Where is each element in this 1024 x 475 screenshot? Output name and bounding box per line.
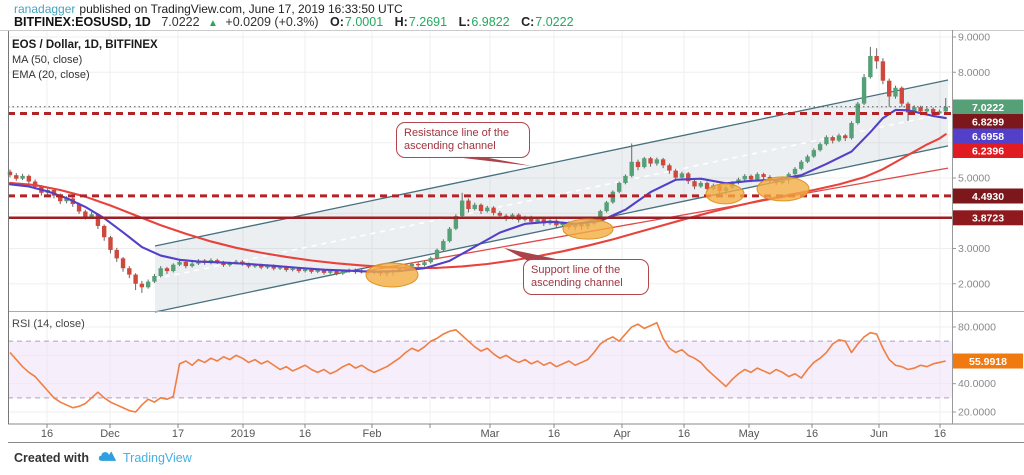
highlight-ellipse bbox=[365, 262, 419, 288]
close-value: 7.0222 bbox=[535, 15, 574, 29]
symbol-label[interactable]: BITFINEX:EOSUSD, 1D bbox=[14, 15, 151, 29]
rsi-line bbox=[9, 321, 946, 413]
annotation-tails bbox=[446, 156, 556, 261]
byline: ranadagger published on TradingView.com, … bbox=[14, 2, 403, 16]
price-tick-label: 9.0000 bbox=[958, 32, 990, 44]
legend-symbol[interactable]: EOS / Dollar, 1D, BITFINEX bbox=[12, 39, 158, 51]
time-axis: 16 Dec 17 2019 16 Feb Mar 16 Apr 16 May 16 Jun 16 bbox=[41, 424, 946, 440]
footer: Created with TradingView bbox=[14, 449, 192, 465]
high-value: 7.2691 bbox=[408, 15, 448, 29]
ema20-line bbox=[8, 108, 947, 273]
low-value: 6.9822 bbox=[471, 15, 510, 29]
rsi-tick-label: 20.0000 bbox=[958, 407, 996, 419]
price-badge-value: 6.2396 bbox=[972, 145, 1004, 157]
ticker-line: BITFINEX:EOSUSD, 1D 7.0222 ▲ +0.0209 (+0… bbox=[14, 15, 574, 29]
date-tick-label: 16 bbox=[41, 428, 53, 440]
open-label: O: bbox=[330, 15, 344, 29]
price-badge bbox=[953, 143, 1023, 158]
date-tick-label: Dec bbox=[100, 428, 120, 440]
price-tick-label: 5.0000 bbox=[958, 173, 990, 185]
price-tick-label: 2.0000 bbox=[958, 278, 990, 290]
publish-info: published on TradingView.com, June 17, 2… bbox=[79, 2, 403, 16]
price-tick-label: 3.0000 bbox=[958, 243, 990, 255]
date-tick-label: Apr bbox=[613, 428, 630, 440]
resistance-annotation[interactable]: Resistance line of the ascending channel bbox=[396, 122, 530, 158]
support-annotation[interactable]: Support line of the ascending channel bbox=[523, 259, 649, 295]
price-badge bbox=[953, 99, 1023, 115]
tradingview-brand-link[interactable]: TradingView bbox=[122, 451, 192, 465]
rsi-pane-legend[interactable]: RSI (14, close) bbox=[12, 318, 85, 330]
date-tick-label: 17 bbox=[172, 428, 184, 440]
price-badge-value: 7.0222 bbox=[972, 102, 1004, 114]
date-tick-label: Mar bbox=[481, 428, 500, 440]
price-change: +0.0209 (+0.3%) bbox=[225, 15, 319, 29]
low-label: L: bbox=[458, 15, 471, 29]
date-tick-label: May bbox=[739, 428, 760, 440]
date-tick-label: 16 bbox=[299, 428, 311, 440]
chart-area: 9.0000 8.0000 5.0000 3.0000 2.0000 7.0222 6.82… bbox=[0, 30, 1024, 443]
up-arrow-icon: ▲ bbox=[208, 18, 218, 29]
highlight-ellipse bbox=[756, 176, 810, 202]
rsi-tick-label: 40.0000 bbox=[958, 378, 996, 390]
created-with-label: Created with bbox=[14, 451, 90, 465]
price-badge-value: 6.6958 bbox=[972, 131, 1004, 143]
price-badge bbox=[953, 188, 1023, 204]
price-badge bbox=[953, 114, 1023, 129]
rsi-pane bbox=[8, 321, 952, 413]
rsi-badge-value: 55.9918 bbox=[969, 356, 1007, 368]
price-badge bbox=[953, 210, 1023, 226]
support-trendline-line bbox=[359, 167, 949, 273]
highlight-ellipse bbox=[562, 218, 614, 240]
legend-ema20[interactable]: EMA (20, close) bbox=[12, 69, 90, 81]
date-tick-label: 2019 bbox=[231, 428, 255, 440]
date-tick-label: Jun bbox=[870, 428, 888, 440]
lower-line bbox=[154, 145, 949, 313]
last-price: 7.0222 bbox=[161, 15, 200, 29]
publish-header: ranadagger published on TradingView.com, … bbox=[0, 0, 1024, 30]
author-link[interactable]: ranadagger bbox=[14, 2, 76, 16]
legend-ma50[interactable]: MA (50, close) bbox=[12, 54, 83, 66]
date-tick-label: 16 bbox=[806, 428, 818, 440]
price-badge bbox=[953, 128, 1023, 144]
chart-legend: EOS / Dollar, 1D, BITFINEX MA (50, close… bbox=[12, 38, 158, 83]
price-badge-value: 3.8723 bbox=[972, 213, 1004, 225]
price-badge-value: 4.4930 bbox=[972, 191, 1004, 203]
price-axis: 9.0000 8.0000 5.0000 3.0000 2.0000 7.0222 6.82… bbox=[952, 32, 1023, 419]
open-value: 7.0001 bbox=[344, 15, 384, 29]
price-badge-value: 6.8299 bbox=[972, 116, 1004, 128]
close-label: C: bbox=[521, 15, 535, 29]
date-tick-label: 16 bbox=[934, 428, 946, 440]
ma50-line bbox=[8, 133, 947, 269]
tradingview-logo-icon bbox=[98, 451, 116, 461]
rsi-badge bbox=[953, 353, 1023, 369]
price-tick-label: 8.0000 bbox=[958, 67, 990, 79]
rsi-tick-label: 80.0000 bbox=[958, 322, 996, 334]
frame bbox=[0, 30, 1024, 443]
date-tick-label: 16 bbox=[678, 428, 690, 440]
highlight-ellipses bbox=[365, 176, 810, 288]
date-tick-label: Feb bbox=[363, 428, 382, 440]
date-tick-label: 16 bbox=[548, 428, 560, 440]
chart-canvas[interactable]: 9.0000 8.0000 5.0000 3.0000 2.0000 7.0222 6.82… bbox=[0, 30, 1024, 443]
highlight-ellipse bbox=[705, 183, 745, 205]
high-label: H: bbox=[394, 15, 408, 29]
